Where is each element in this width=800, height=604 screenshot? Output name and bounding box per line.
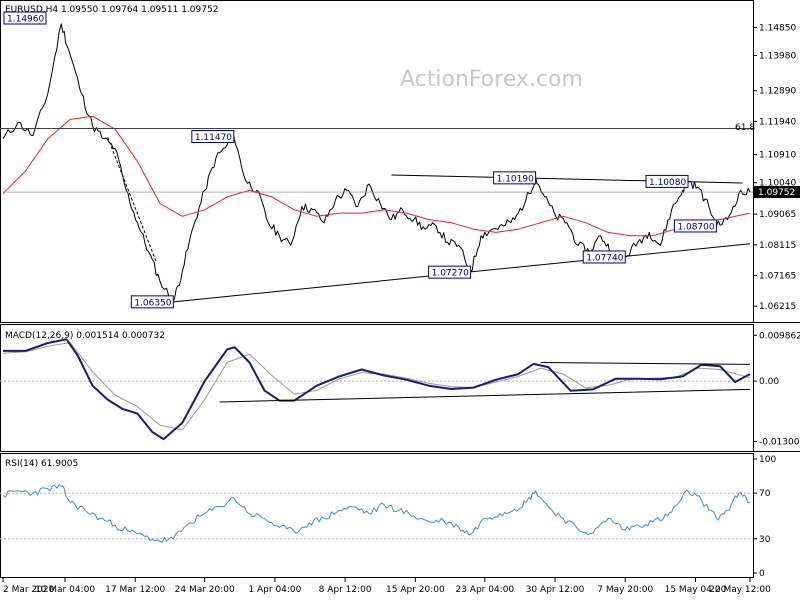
rsi-y-tick-label: 70	[759, 489, 771, 499]
price-label-box	[130, 295, 174, 309]
time-tick-label: 10 Mar 04:00	[35, 585, 95, 595]
price-y-axis: 1.14850 1.13980 1.12890 1.11940 1.10910 1.100…	[753, 23, 800, 312]
price-label-box	[493, 171, 537, 185]
price-label-box	[191, 130, 235, 144]
price-y-tick-label: 1.09065	[759, 210, 796, 220]
macd-trendlines	[219, 362, 751, 403]
time-tick-label: 24 Mar 20:00	[175, 585, 235, 595]
watermark: ActionForex.com	[400, 67, 583, 92]
price-label-text: 1.10080	[649, 178, 686, 188]
price-trendline	[391, 174, 743, 184]
price-label-text: 1.08700	[677, 222, 714, 232]
time-tick-label: 23 Apr 04:00	[455, 585, 514, 595]
macd-header: MACD(12,26,9) 0.001514 0.000732	[5, 331, 165, 341]
price-lines	[2, 23, 751, 303]
time-tick-label: 30 Apr 12:00	[526, 585, 585, 595]
time-tick-label: 17 Mar 12:00	[105, 585, 165, 595]
price-label-box	[3, 11, 47, 25]
macd-signal-line	[2, 342, 751, 431]
price-annotations: 1.14960 1.11470 1.06350 1.10190 1.07270 1.100…	[3, 11, 717, 309]
price-y-tick-label: 1.11940	[759, 117, 796, 127]
time-tick-label: 8 Apr 12:00	[319, 585, 372, 595]
macd-y-tick-label: 0.009862	[759, 331, 800, 341]
price-y-tick-label: 1.13980	[759, 51, 796, 61]
price-label-text: 1.10190	[497, 174, 534, 184]
macd-y-tick-label: -0.013002	[759, 437, 800, 447]
rsi-line	[2, 484, 751, 543]
dashed-trendline	[107, 136, 157, 262]
price-y-tick-label: 1.10040	[759, 179, 796, 189]
macd-main-line	[3, 338, 751, 441]
macd-trendline	[540, 362, 751, 365]
rsi-grid	[0, 492, 753, 540]
macd-lines	[2, 338, 751, 441]
rsi-header: RSI(14) 61.9005	[5, 459, 78, 469]
macd-trendline	[219, 388, 751, 403]
price-label-box	[645, 174, 689, 188]
price-series-line	[2, 23, 751, 303]
current-price-label: 1.09752	[758, 188, 795, 198]
price-y-tick-label: 1.06215	[759, 302, 796, 312]
macd-panel: 0.009862 0.00 -0.013002 MACD(12,26,9) 0.00…	[0, 324, 800, 452]
time-tick-label: 15 May 04:00	[665, 585, 727, 595]
rsi-y-tick-label: 0	[759, 569, 765, 579]
current-price-box	[754, 185, 800, 198]
price-label-text: 1.07270	[432, 269, 469, 279]
rsi-y-axis: 100 70 30 0	[753, 455, 776, 579]
moving-average-line	[2, 115, 751, 237]
macd-y-axis: 0.009862 0.00 -0.013002	[753, 331, 800, 447]
time-tick-label: 15 Apr 20:00	[386, 585, 445, 595]
rsi-panel: 100 70 30 0 RSI(14) 61.9005	[0, 453, 776, 579]
price-y-tick-label: 1.14850	[759, 23, 796, 33]
price-header: EURUSD,H4 1.09550 1.09764 1.09511 1.0975…	[5, 5, 218, 15]
price-panel: 1.14960 1.11470 1.06350 1.10190 1.07270 1.100…	[0, 0, 800, 323]
price-label-text: 1.07740	[586, 253, 623, 263]
price-y-tick-label: 1.08115	[759, 241, 796, 251]
fib-label: 61.8	[735, 123, 755, 133]
price-label-box	[582, 250, 626, 264]
rsi-y-tick-label: 100	[759, 455, 776, 465]
price-y-tick-label: 1.07165	[759, 272, 796, 282]
time-tick-label: 2 Mar 2020	[3, 585, 55, 595]
price-label-box	[673, 219, 717, 233]
macd-panel-frame	[0, 324, 754, 452]
time-tick-label: 1 Apr 04:00	[248, 585, 301, 595]
time-tick-label: 22 May 12:00	[709, 585, 771, 595]
time-tick-label: 7 May 20:00	[597, 585, 653, 595]
macd-y-tick-label: 0.00	[759, 377, 779, 387]
price-label-text: 1.06350	[134, 298, 171, 308]
rsi-y-tick-label: 30	[759, 535, 771, 545]
price-panel-frame	[0, 0, 754, 323]
price-y-tick-label: 1.10910	[759, 151, 796, 161]
price-trendlines	[0, 127, 753, 303]
price-y-tick-label: 1.12890	[759, 87, 796, 97]
price-label-text: 1.11470	[195, 133, 232, 143]
price-label-box	[428, 265, 472, 279]
price-label-text: 1.14960	[7, 15, 44, 25]
rsi-lines	[2, 484, 751, 543]
rsi-panel-frame	[0, 453, 754, 578]
